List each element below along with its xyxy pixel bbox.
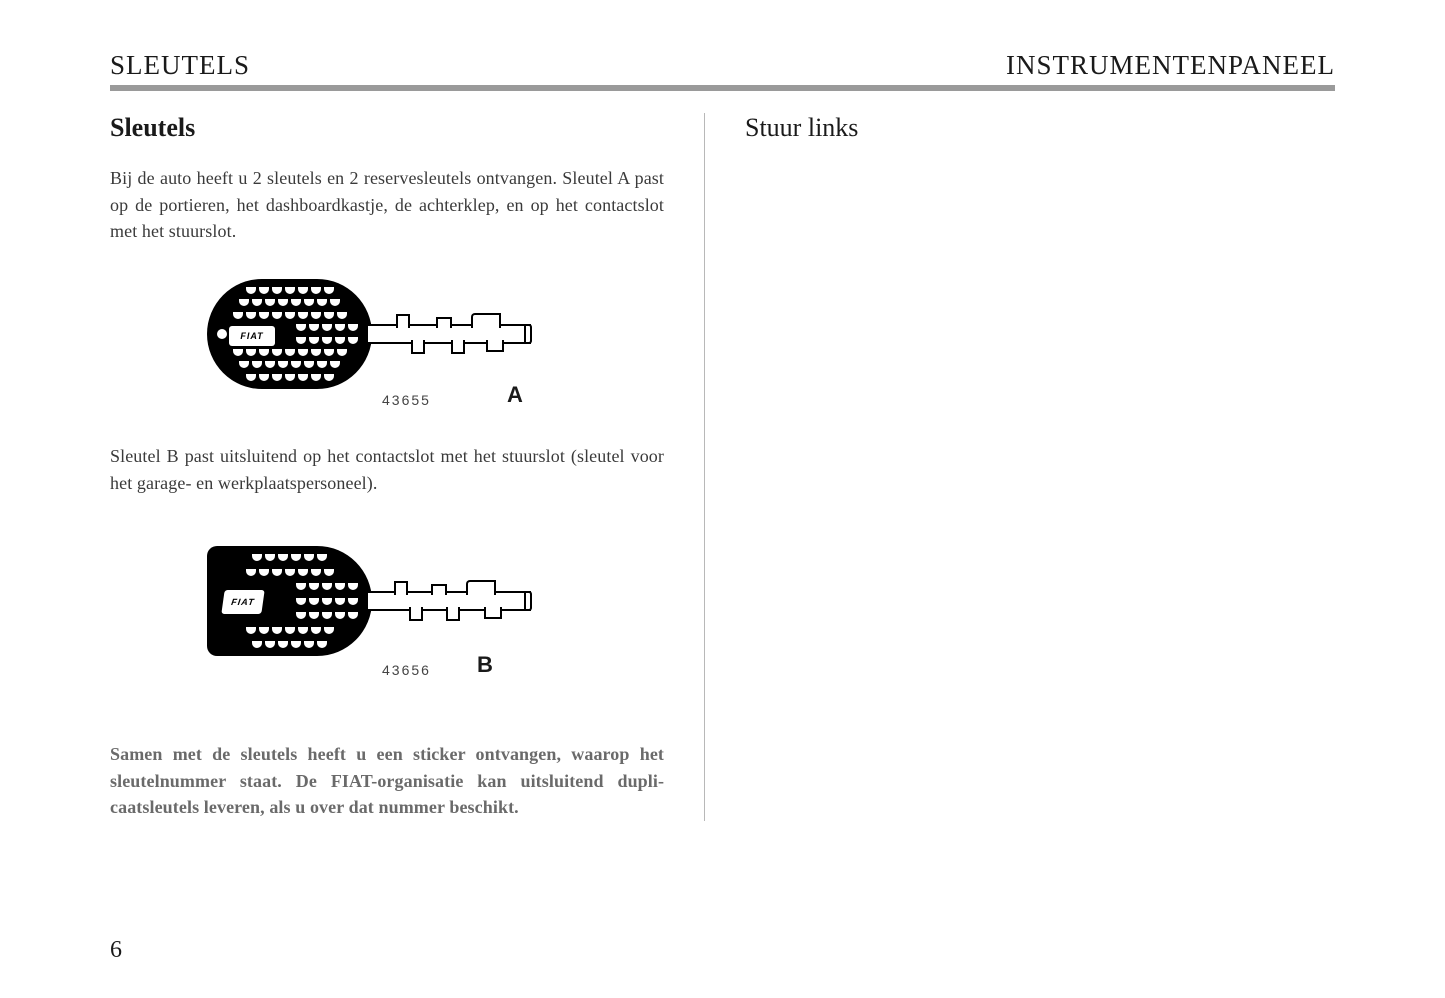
section-title-sleutels: Sleutels <box>110 113 664 143</box>
figure-b-letter: B <box>477 652 493 678</box>
paragraph-key-b: Sleutel B past uitsluitend op het contac… <box>110 443 664 496</box>
figure-a-number: 43655 <box>382 392 431 408</box>
key-b-blade-icon <box>366 581 531 621</box>
content-columns: Sleutels Bij de auto heeft u 2 sleutels … <box>110 113 1335 821</box>
fiat-badge-icon <box>221 590 264 614</box>
key-a-blade-icon <box>366 314 531 354</box>
key-b-illustration <box>207 546 531 656</box>
header-rule <box>110 85 1335 91</box>
page-number: 6 <box>110 937 122 964</box>
figure-key-a: 43655 A <box>110 279 664 409</box>
document-page: SLEUTELS INSTRUMENTENPANEEL Sleutels Bij… <box>0 0 1445 998</box>
key-b-head-icon <box>207 546 372 656</box>
key-a-head-icon <box>207 279 372 389</box>
right-column: Stuur links <box>705 113 1335 821</box>
fiat-badge-icon <box>229 326 275 346</box>
header-left: SLEUTELS <box>110 50 250 81</box>
bold-note-sticker: Samen met de sleutels heeft u een sticke… <box>110 741 664 821</box>
paragraph-key-intro: Bij de auto heeft u 2 sleutels en 2 rese… <box>110 165 664 245</box>
figure-b-number: 43656 <box>382 662 431 678</box>
subtitle-stuur-links: Stuur links <box>745 113 1335 143</box>
figure-key-b: 43656 B <box>110 546 664 681</box>
figure-a-letter: A <box>507 382 523 408</box>
header-right: INSTRUMENTENPANEEL <box>1006 50 1335 81</box>
header-row: SLEUTELS INSTRUMENTENPANEEL <box>110 50 1335 81</box>
key-a-illustration <box>207 279 531 389</box>
left-column: Sleutels Bij de auto heeft u 2 sleutels … <box>110 113 705 821</box>
